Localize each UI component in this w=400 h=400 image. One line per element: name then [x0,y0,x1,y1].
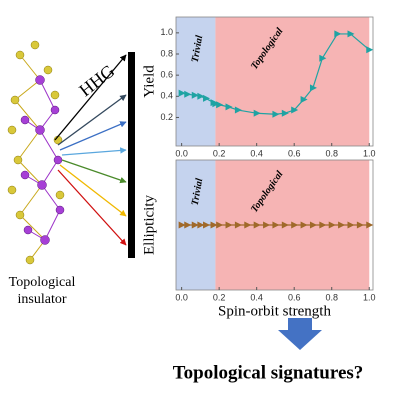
x-tick-label: 1.0 [363,292,376,302]
marker [356,221,364,229]
marker [347,221,355,229]
marker [184,221,192,229]
marker [281,109,289,117]
marker [212,100,220,108]
y-axis-label: Ellipticity [141,195,157,255]
x-axis-label: Spin-orbit strength [218,303,331,319]
marker [309,84,317,92]
emission-arrows [54,54,127,246]
marker [272,110,280,118]
marker [328,221,336,229]
x-tick-label: 0.0 [175,148,188,158]
crystal [7,40,65,265]
region [176,17,216,146]
x-tick-label: 0.6 [288,148,301,158]
y-tick-label: 0.4 [160,91,173,101]
y-axis-label: Yield [141,65,157,98]
material-label: insulator [18,292,67,307]
marker [291,106,299,114]
x-tick-label: 1.0 [363,148,376,158]
marker [216,221,224,229]
x-tick-label: 0.0 [175,292,188,302]
marker [300,221,308,229]
marker [319,54,327,62]
marker [234,221,242,229]
marker [366,221,374,229]
plot-frame [175,16,374,147]
marker [203,94,211,102]
conclusion: Topological signatures? [173,362,364,383]
marker [191,221,199,229]
marker [334,30,342,38]
marker [216,101,224,109]
y-tick-label: 0.2 [160,112,173,122]
y-tick-label: 0.8 [160,48,173,58]
marker [263,221,271,229]
marker [178,89,186,97]
y-tick-label: 0.6 [160,70,173,80]
marker [253,221,261,229]
x-tick-label: 0.4 [250,292,263,302]
region-label: Trivial [190,177,206,206]
marker [253,109,261,117]
x-tick-label: 0.2 [213,292,226,302]
marker [300,95,308,103]
material-label: Topological [9,275,76,290]
x-tick-label: 0.2 [213,148,226,158]
marker [291,221,299,229]
marker [197,221,205,229]
marker [366,46,374,54]
x-tick-label: 0.6 [288,292,301,302]
x-tick-label: 0.8 [325,148,338,158]
marker [272,221,280,229]
marker [234,106,242,114]
marker [347,30,355,38]
marker [319,221,327,229]
detector-bar [128,52,135,258]
x-tick-label: 0.4 [250,148,263,158]
x-tick-label: 0.8 [325,292,338,302]
down-arrow [278,318,322,350]
marker [338,221,346,229]
marker [184,90,192,98]
marker [210,221,218,229]
marker [203,221,211,229]
region-label: Trivial [190,34,206,63]
region [215,17,370,146]
marker [178,221,186,229]
marker [309,221,317,229]
process-label: HHG [75,61,118,101]
marker [225,221,233,229]
marker [191,91,199,99]
marker [244,221,252,229]
marker [225,103,233,111]
y-tick-label: 1.0 [160,27,173,37]
marker [197,92,205,100]
marker [281,221,289,229]
